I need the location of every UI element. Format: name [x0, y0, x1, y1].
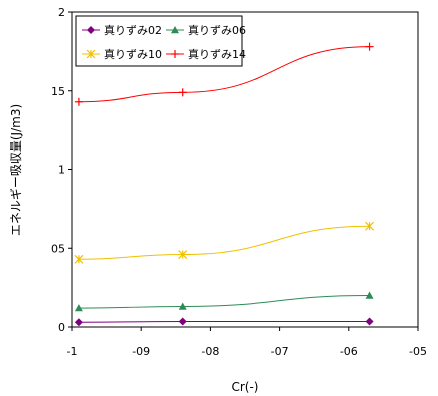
series-line-4 [78, 46, 370, 103]
data-point-1-3 [365, 317, 374, 326]
legend-marker-4 [171, 50, 179, 58]
data-point-3-2 [178, 250, 188, 259]
x-tick-label: -1 [67, 345, 78, 358]
y-tick-label: 0 [58, 321, 65, 334]
legend-label-3: 真りずみ10 [104, 47, 162, 61]
legend: 真りずみ02 真りずみ06 真りずみ10 真りずみ14 [75, 15, 246, 67]
data-point-1-1 [74, 318, 83, 327]
y-axis-label: エネルギー吸収量(J/m3) [9, 104, 23, 236]
x-tick-label: -07 [271, 345, 289, 358]
x-tick-label: -09 [132, 345, 150, 358]
legend-marker-3 [86, 49, 96, 59]
legend-marker-1 [87, 26, 95, 34]
data-point-3-1 [74, 254, 84, 264]
y-tick-label: 1 [58, 164, 65, 177]
data-point-4-2 [178, 88, 187, 97]
legend-label-2: 真りずみ06 [188, 23, 246, 37]
data-point-4-1 [74, 97, 83, 106]
data-point-2-3 [365, 291, 374, 299]
x-tick-label: -06 [340, 345, 358, 358]
data-point-1-2 [178, 317, 187, 326]
data-point-3-3 [365, 221, 374, 231]
series-line-3 [78, 225, 370, 260]
data-point-2-2 [178, 302, 187, 310]
y-tick-label: 15 [51, 85, 65, 98]
legend-box [75, 15, 243, 67]
x-tick-label: -08 [201, 345, 219, 358]
legend-label-4: 真りずみ14 [188, 47, 246, 61]
legend-marker-2 [171, 26, 179, 34]
x-tick-label: -05 [409, 345, 427, 358]
y-tick-label: 2 [58, 6, 65, 19]
y-tick-label: 05 [51, 242, 65, 255]
legend-label-1: 真りずみ02 [104, 23, 162, 37]
series-line-1 [78, 320, 370, 323]
data-point-4-3 [365, 42, 374, 51]
x-axis-label: Cr(-) [231, 380, 258, 394]
series-line-2 [78, 295, 370, 309]
data-point-2-1 [74, 304, 83, 312]
